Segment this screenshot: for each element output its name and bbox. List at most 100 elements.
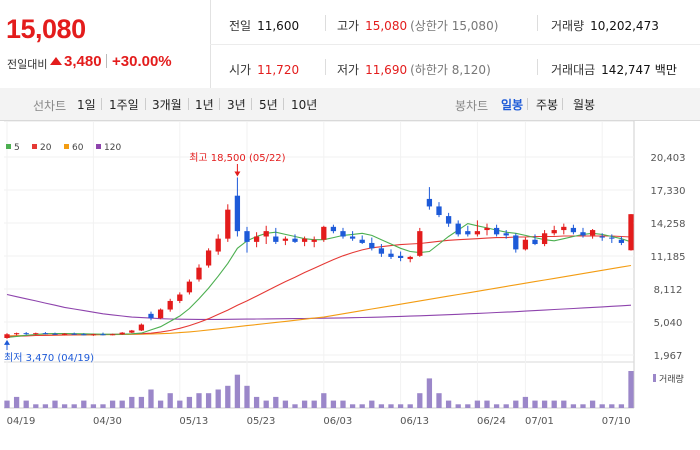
volume-bar [148, 390, 153, 409]
volume-bar [427, 378, 432, 408]
volume-bar [62, 404, 67, 408]
candle-body [523, 240, 528, 250]
volume-bar [196, 393, 201, 408]
amount-unit: 백만 [655, 63, 677, 77]
volume-bar [456, 404, 461, 408]
volume-bar [283, 401, 288, 408]
legend-label: 20 [40, 143, 52, 153]
period-5y-button[interactable]: 5년 [259, 96, 278, 113]
high-arrowhead-icon [234, 171, 240, 176]
legend-swatch [96, 144, 101, 149]
candle-body [283, 239, 288, 241]
change-percent: +30.00% [112, 53, 172, 70]
change-label: 전일대비 [7, 56, 47, 72]
candle-body [580, 232, 585, 235]
volume-bar [302, 401, 307, 408]
volume-bar [571, 404, 576, 408]
period-toolbar: 선차트 1일 1주일 3개월 1년 3년 5년 10년 봉차트 일봉 주봉 월봉 [0, 88, 700, 121]
volume-value: 10,202,473 [590, 19, 659, 33]
candle-body [264, 231, 269, 236]
volume-bar [225, 386, 230, 408]
candle-body [475, 231, 480, 234]
divider [145, 98, 146, 110]
candle-body [158, 310, 163, 319]
volume-bar [369, 401, 374, 408]
open-price: 시가 11,720 [229, 61, 299, 78]
volume-bar [244, 386, 249, 408]
candle-body [244, 231, 249, 242]
period-1y-button[interactable]: 1년 [195, 96, 214, 113]
divider [101, 98, 102, 110]
current-price: 15,080 [6, 14, 86, 45]
candle-body [331, 227, 336, 231]
period-3y-button[interactable]: 3년 [227, 96, 246, 113]
candle-body [504, 233, 509, 235]
volume-bar [523, 397, 528, 408]
candle-body [542, 233, 547, 244]
y-tick-label: 17,330 [651, 186, 686, 197]
candle-body [302, 239, 307, 242]
high-annotation: 최고 18,500 (05/22) [189, 152, 285, 164]
candle-body [139, 325, 144, 331]
change-amount: 3,480 [50, 53, 102, 70]
volume-bar [360, 404, 365, 408]
candle-body [43, 333, 48, 334]
candle-body [552, 230, 557, 233]
candle-body [571, 228, 576, 232]
volume-bar [398, 404, 403, 408]
volume-bar [52, 401, 57, 408]
volume-bar [177, 401, 182, 408]
quote-summary: 15,080 전일대비 3,480 +30.00% 전일 11,600 고가 15,… [0, 0, 700, 89]
volume-legend-label: 거래량 [659, 373, 684, 385]
volume-bar [408, 404, 413, 408]
divider [210, 44, 700, 45]
open-label: 시가 [229, 63, 251, 77]
volume-bar [628, 371, 633, 408]
volume-bar [331, 401, 336, 408]
divider [325, 15, 326, 31]
volume-bar [139, 397, 144, 408]
candle-monthly-button[interactable]: 월봉 [573, 96, 595, 113]
candle-body [129, 330, 134, 332]
volume-bar [110, 401, 115, 408]
candle-body [254, 237, 259, 242]
divider [325, 59, 326, 75]
candle-body [148, 314, 153, 318]
volume-bar [513, 401, 518, 408]
x-tick-label: 05/23 [247, 416, 276, 427]
period-3m-button[interactable]: 3개월 [152, 96, 182, 113]
stock-chart: 20,403 17,330 14,258 11,185 8,112 5,040 1,967 0… [0, 121, 700, 450]
candle-daily-button[interactable]: 일봉 [501, 96, 523, 113]
period-10y-button[interactable]: 10년 [291, 96, 317, 113]
candle-body [456, 224, 461, 235]
candle-body [72, 334, 77, 335]
divider [537, 15, 538, 31]
volume-bar [446, 401, 451, 408]
low-label: 저가 [337, 63, 359, 77]
divider [562, 98, 563, 110]
volume-bar [379, 404, 384, 408]
candle-body [52, 334, 57, 335]
volume-bar [321, 393, 326, 408]
volume-bar [158, 401, 163, 408]
prev-close-label: 전일 [229, 19, 251, 33]
candle-weekly-button[interactable]: 주봉 [536, 96, 558, 113]
candle-body [33, 333, 38, 334]
candle-body [100, 334, 105, 335]
candle-body [408, 257, 413, 259]
candle-body [600, 237, 605, 238]
x-tick-label: 07/01 [525, 416, 554, 427]
volume-bar [580, 404, 585, 408]
volume-bar [216, 390, 221, 409]
volume-bar [100, 404, 105, 408]
candle-body [436, 206, 441, 215]
legend-swatch [6, 144, 11, 149]
period-1d-button[interactable]: 1일 [77, 96, 96, 113]
candle-body [177, 295, 182, 301]
candle-body [494, 228, 499, 234]
candle-body [417, 231, 422, 256]
volume-bar [91, 404, 96, 408]
legend-label: 60 [72, 143, 84, 153]
volume: 거래량 10,202,473 [551, 17, 659, 34]
period-1w-button[interactable]: 1주일 [109, 96, 139, 113]
